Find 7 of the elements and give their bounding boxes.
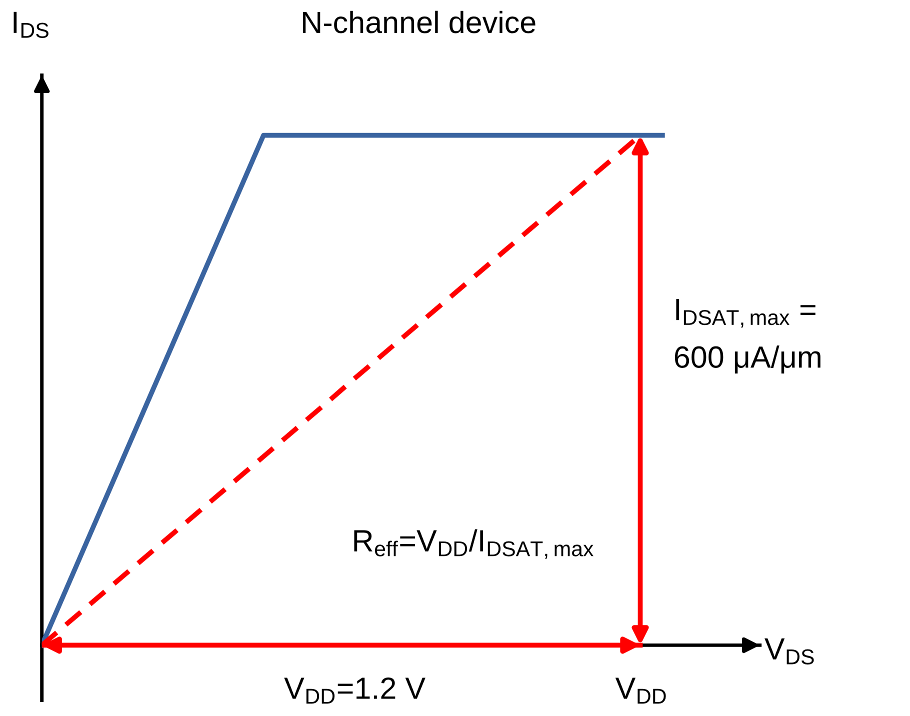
chart-title: N-channel device	[303, 10, 536, 34]
y-axis-title: I$_{DS}$	[14, 12, 48, 38]
x-axis-title: V$_{DS}$	[764, 638, 814, 664]
text: V$_{DD}$	[615, 678, 666, 704]
annotation: R$_{eff}$=V$_{DD}$/I$_{DSAT,max}$	[354, 529, 594, 559]
text: I$_{DSAT,max}$ = 600 μA/μm	[674, 299, 820, 374]
text: V$_{DD}$=1.2 V	[284, 677, 426, 704]
